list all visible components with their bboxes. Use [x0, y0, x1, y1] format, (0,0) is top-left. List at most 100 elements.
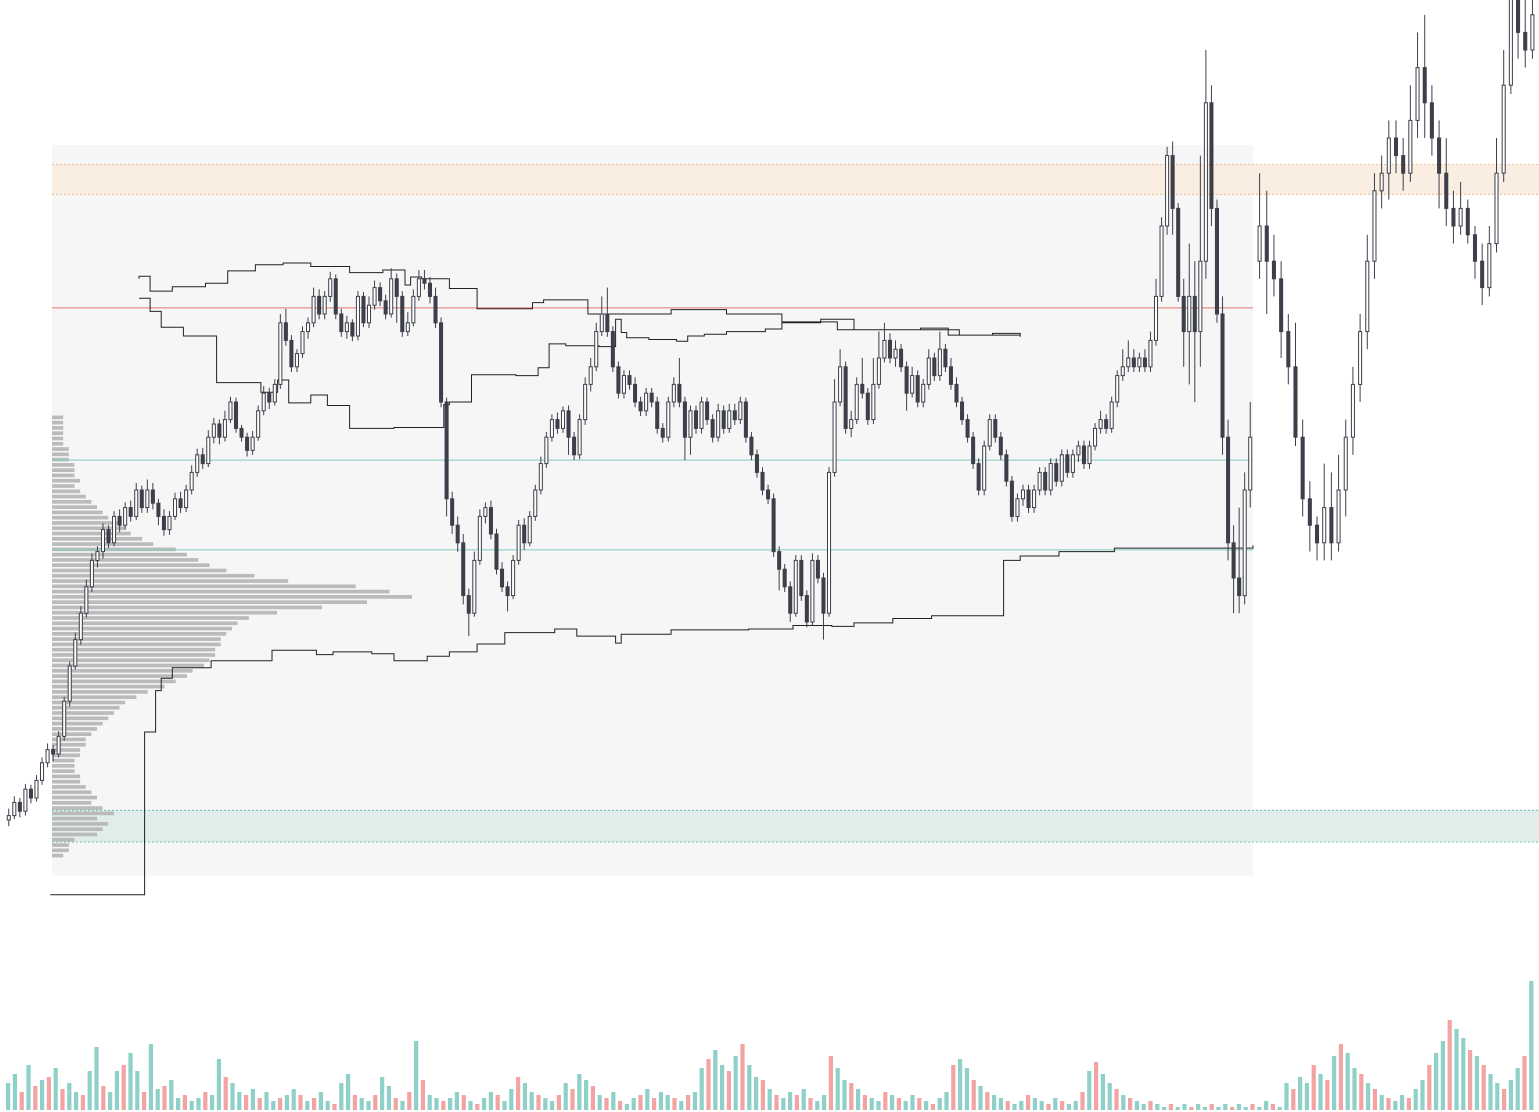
volume-bar [502, 1101, 507, 1110]
volume-bar [1447, 1020, 1452, 1110]
candle [693, 405, 699, 434]
candle-body [671, 383, 676, 403]
candle [948, 358, 953, 390]
candle-body [594, 331, 599, 368]
candle-body [1322, 507, 1327, 544]
candle [233, 397, 239, 433]
volume-bar [604, 1098, 609, 1110]
profile-bar [52, 616, 249, 620]
volume-bar [196, 1098, 201, 1110]
profile-bar [52, 779, 81, 784]
candle [23, 783, 28, 816]
candle [887, 333, 893, 364]
candle-body [1137, 357, 1142, 368]
candle-body [256, 410, 261, 438]
volume-bar [108, 1092, 113, 1110]
candle [893, 340, 898, 367]
candle [1203, 50, 1208, 279]
candle-body [239, 427, 244, 438]
candle [128, 500, 133, 522]
candle-body [378, 287, 383, 302]
profile-bar [52, 600, 367, 604]
volume-bar [1114, 1089, 1119, 1110]
candle-body [1192, 295, 1197, 333]
candle-body [1300, 436, 1305, 500]
volume-bar [958, 1059, 963, 1110]
candle-body [1231, 542, 1236, 579]
profile-bar [52, 621, 238, 626]
candle [910, 366, 915, 398]
volume-bar [1216, 1107, 1221, 1110]
volume-bar [760, 1080, 766, 1110]
volume-bar [454, 1092, 460, 1110]
candle [416, 270, 421, 301]
candle [289, 335, 294, 373]
candle-body [261, 392, 266, 412]
candle [1465, 199, 1470, 244]
candle-body [538, 463, 543, 491]
candle-body [200, 454, 205, 465]
volume-bar [1393, 1101, 1398, 1110]
candle [799, 555, 804, 601]
candle-body [998, 436, 1003, 456]
candle [239, 424, 244, 442]
candle [6, 808, 11, 827]
candle [660, 423, 665, 443]
candle [1070, 449, 1075, 478]
volume-bar [1379, 1095, 1384, 1110]
volume-bar [237, 1092, 242, 1110]
candle-body [588, 366, 593, 385]
candle [173, 492, 178, 520]
levels-layer [52, 307, 1253, 551]
candle-body [549, 419, 554, 438]
candle [815, 555, 820, 584]
volume-bar [101, 1086, 106, 1110]
profile-bar [52, 853, 64, 858]
candle-body [1264, 225, 1269, 262]
candle [1372, 173, 1377, 279]
volume-bar [794, 1095, 800, 1110]
volume-bar [278, 1098, 283, 1110]
candle-body [1437, 137, 1442, 174]
candle [588, 358, 593, 392]
volume-bar [148, 1044, 154, 1110]
candle [788, 581, 793, 622]
volume-bar [210, 1095, 215, 1110]
candle-body [638, 401, 643, 412]
candle [1264, 190, 1269, 314]
candle-body [1408, 119, 1413, 174]
candle [555, 412, 560, 434]
candle-body [1009, 480, 1014, 517]
candle-body [732, 410, 737, 421]
candle-body [605, 313, 610, 333]
volume-bar [162, 1086, 167, 1110]
candle-body [793, 559, 798, 614]
volume-bar [570, 1089, 575, 1110]
candle [278, 314, 283, 389]
volume-bar [516, 1077, 521, 1110]
candle [433, 287, 438, 329]
candle-body [1494, 172, 1499, 245]
candle-body [566, 410, 571, 438]
profile-bar [52, 637, 221, 641]
volume-bar [1400, 1095, 1405, 1110]
volume-bar [1250, 1104, 1255, 1110]
volume-bar [1345, 1053, 1350, 1110]
volume-bar [284, 1095, 290, 1110]
candle [583, 377, 588, 425]
candle-body [760, 471, 765, 491]
volume-profile-layer [52, 415, 412, 858]
volume-bar [536, 1095, 541, 1110]
candle-body [339, 313, 344, 333]
volume-bar [1406, 1098, 1412, 1110]
candle [1037, 467, 1042, 496]
candle [311, 287, 316, 328]
candle [849, 410, 854, 438]
volume-bar [883, 1092, 888, 1110]
profile-bar [52, 468, 75, 472]
candle-body [1126, 357, 1131, 368]
candle-body [1329, 507, 1334, 544]
volume-bar [937, 1098, 942, 1110]
volume-bar [774, 1095, 779, 1110]
